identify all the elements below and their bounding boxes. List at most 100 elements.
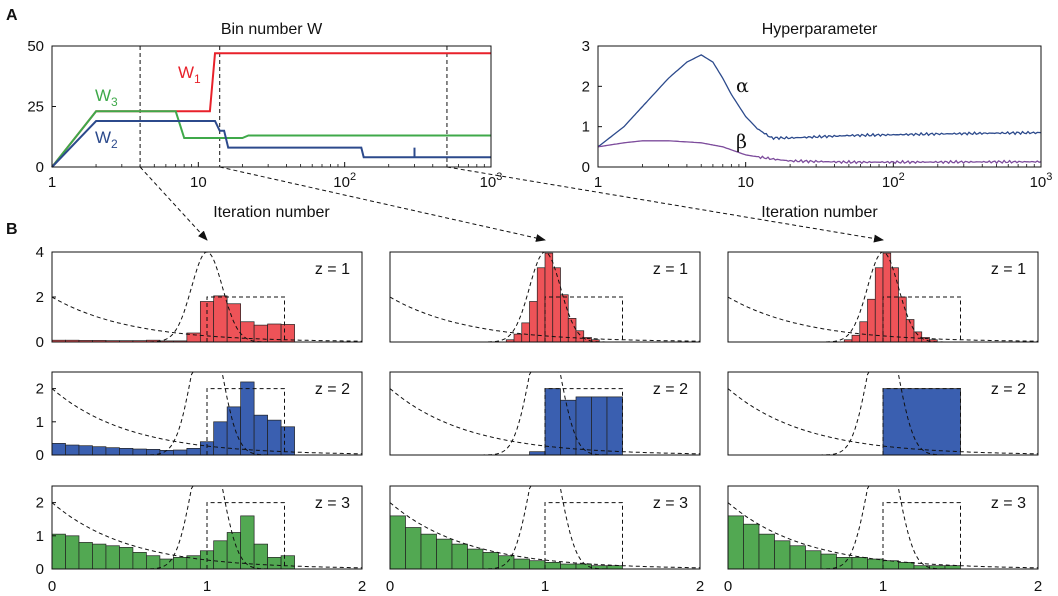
histogram-bar — [544, 388, 561, 456]
y-tick-label: 2 — [36, 289, 44, 306]
x-tick-exponent: 2 — [899, 171, 905, 183]
histogram-bar — [727, 515, 744, 570]
x-tick-label: 2 — [358, 578, 366, 595]
histogram-bar — [420, 533, 437, 570]
histogram-bar — [743, 523, 760, 570]
histogram-bar — [544, 562, 561, 570]
histogram-bar — [267, 419, 282, 456]
histogram-bar — [529, 560, 546, 570]
y-tick-label: 0 — [582, 159, 590, 176]
histogram-bar — [405, 527, 422, 570]
histogram-bar — [173, 449, 188, 456]
x-tick-label: 0 — [48, 578, 56, 595]
histogram-bar — [267, 557, 282, 570]
histogram-bar — [575, 330, 585, 343]
histogram-bar — [240, 381, 255, 456]
histogram-bar — [389, 515, 406, 570]
histogram-bar — [513, 558, 530, 570]
histogram-bar — [851, 334, 861, 343]
uniform-reference-curve — [206, 388, 285, 455]
series-line — [597, 54, 1042, 148]
histogram-bar — [606, 396, 623, 456]
histogram-bar — [78, 445, 93, 456]
uniform-reference-curve — [544, 388, 623, 455]
x-axis-label: Iteration number — [213, 204, 330, 221]
connector-arrows — [139, 166, 884, 243]
series-label-subscript: 2 — [111, 137, 118, 151]
series-label-alpha: α — [736, 75, 749, 97]
row-label: z = 1 — [653, 261, 688, 278]
histogram-column: z = 1 0 2 4 z = 2 0 1 2 z = 3 0 1 2 0 1 2 — [36, 244, 367, 595]
histogram-panel: z = 3 0 1 2 — [386, 485, 704, 595]
row-label: z = 3 — [315, 495, 350, 512]
x-tick-label: 10 — [737, 174, 754, 191]
series-label-subscript: 1 — [194, 72, 201, 86]
uniform-reference-curve — [882, 388, 961, 455]
histogram-bar — [119, 448, 134, 456]
row-label: z = 3 — [653, 495, 688, 512]
histogram-bar — [467, 548, 484, 570]
series-line — [51, 120, 491, 168]
connector-arrow — [139, 166, 208, 241]
histogram-panel: z = 1 0 2 4 — [36, 244, 363, 351]
x-tick-label: 1 — [48, 174, 56, 191]
histogram-bar — [898, 562, 915, 570]
histogram-bar — [132, 552, 147, 570]
histogram-bar — [146, 555, 161, 570]
histogram-bar — [78, 542, 93, 570]
x-tick-label: 2 — [696, 578, 704, 595]
x-tick-label: 1 — [879, 578, 887, 595]
x-tick-label: 10 — [190, 174, 207, 191]
histogram-bar — [789, 545, 806, 570]
histogram-bar — [92, 446, 107, 456]
histogram-bar — [65, 535, 80, 570]
histogram-bar — [132, 448, 147, 456]
connector-arrow — [446, 166, 884, 243]
histogram-bar — [119, 547, 134, 570]
histogram-bar — [213, 421, 228, 456]
histogram-bar — [105, 447, 120, 456]
histogram-bar — [173, 557, 188, 570]
y-tick-label: 1 — [36, 528, 44, 545]
histogram-bar — [544, 252, 554, 343]
histogram-bar — [882, 252, 892, 343]
histogram-bar — [186, 448, 201, 456]
uniform-reference-curve — [544, 296, 623, 342]
histogram-bar — [498, 555, 515, 570]
histogram-bar — [240, 515, 255, 570]
row-label: z = 2 — [991, 381, 1026, 398]
exponential-reference-curve — [727, 296, 1038, 342]
y-tick-label: 25 — [27, 99, 44, 116]
x-tick-label: 1 — [541, 578, 549, 595]
histogram-bar — [890, 267, 899, 343]
histogram-bar — [575, 396, 592, 456]
x-tick-label: 1 — [594, 174, 602, 191]
histogram-panel: z = 2 0 1 2 — [36, 371, 363, 464]
histogram-panel: z = 1 — [389, 251, 701, 343]
y-tick-label: 0 — [36, 447, 44, 464]
x-axis-label: Iteration number — [761, 204, 878, 221]
histogram-bar — [92, 543, 107, 570]
histogram-bar — [836, 557, 853, 570]
histogram-panel: z = 2 — [727, 371, 1039, 456]
uniform-reference-curve — [206, 296, 285, 342]
histogram-bar — [867, 298, 876, 343]
series-label: W3 — [95, 86, 118, 109]
histogram-bar — [451, 543, 468, 570]
histogram-bar — [882, 388, 961, 456]
histogram-bar — [65, 444, 80, 456]
histogram-bar — [560, 399, 577, 456]
histogram-bar — [552, 267, 561, 343]
histogram-bar — [758, 533, 775, 570]
plot-frame — [51, 45, 492, 168]
y-tick-label: 4 — [36, 244, 44, 261]
uniform-reference-curve — [544, 502, 623, 569]
x-tick-label: 2 — [1034, 578, 1042, 595]
row-label: z = 1 — [991, 261, 1026, 278]
histogram-bar — [820, 553, 837, 570]
x-tick-label: 103 — [1030, 171, 1053, 191]
histogram-bar — [882, 560, 899, 570]
